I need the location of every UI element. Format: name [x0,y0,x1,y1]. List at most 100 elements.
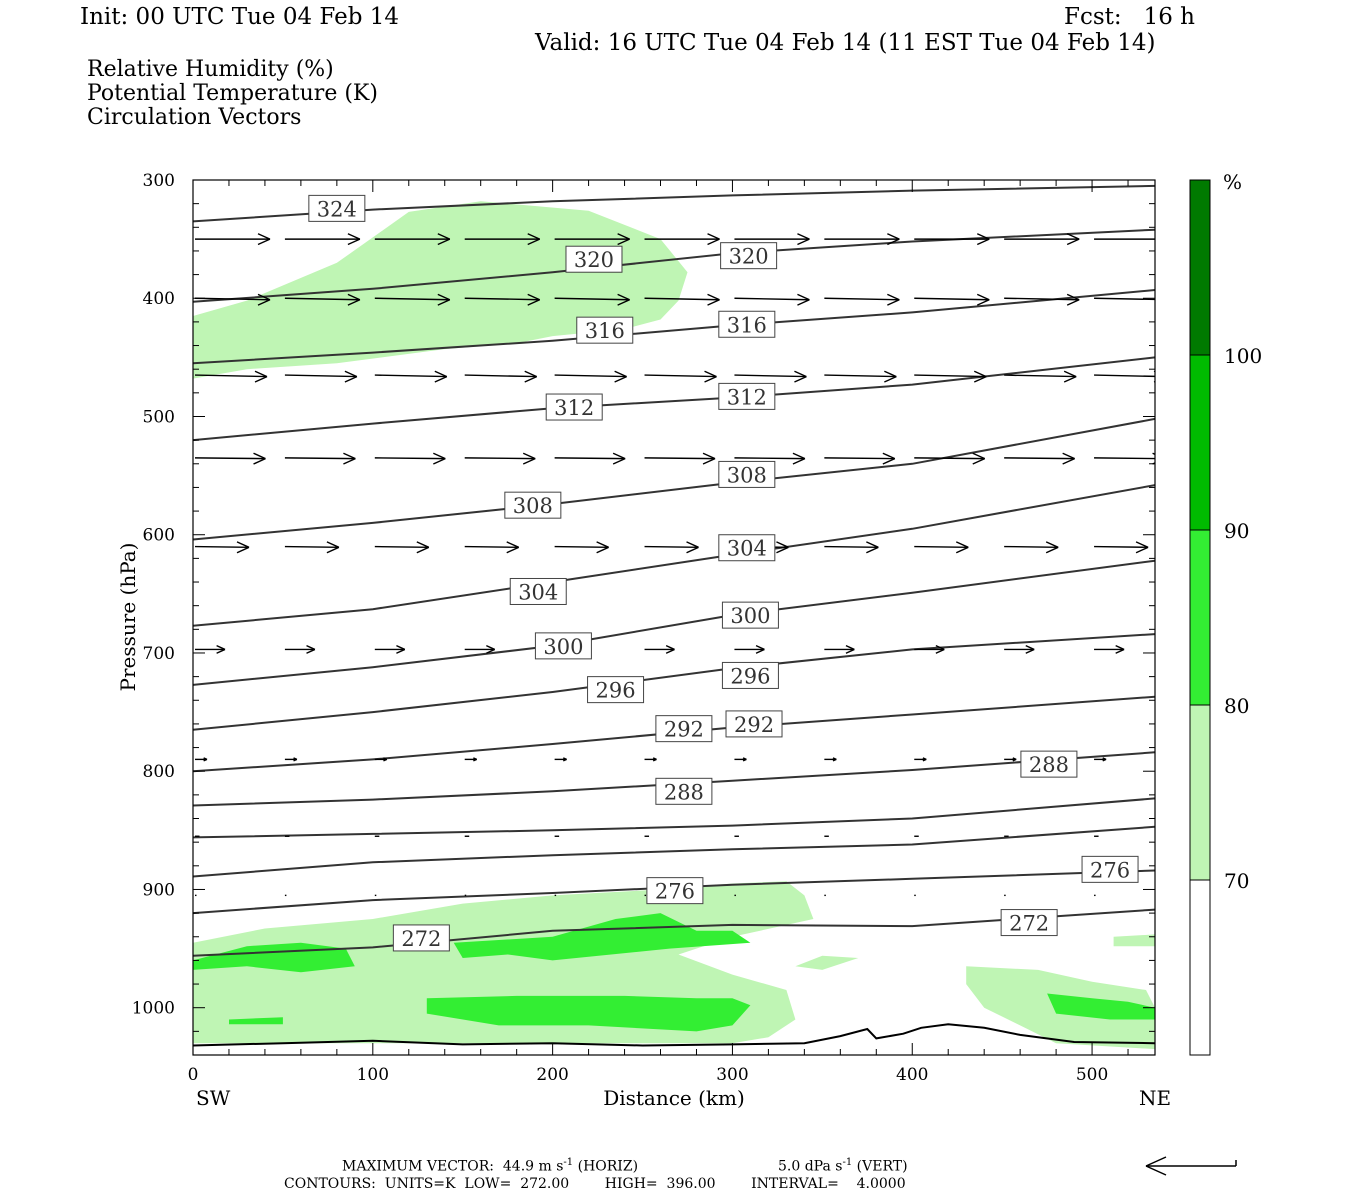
circulation-vector [1094,541,1149,554]
circulation-vector [734,757,747,762]
circulation-vector [1004,293,1080,306]
x-tick-label: 300 [716,1065,748,1085]
circulation-vector [194,370,268,383]
circulation-vector [554,757,567,762]
contour-label-box [655,777,713,805]
circulation-vector [195,757,208,762]
circulation-vector [914,452,986,465]
rh-region [229,1017,283,1025]
theta-contour [193,797,1155,839]
x-tick-label: 0 [188,1065,199,1085]
circulation-vector [1004,757,1017,762]
circulation-vector [194,452,266,465]
circulation-vector [464,452,536,465]
y-tick-label: 500 [143,407,175,427]
contour-label: 304 [518,580,558,604]
x-tick-label: 200 [536,1065,568,1085]
y-axis-label: Pressure (hPa) [116,543,140,692]
circulation-vector [374,293,451,306]
x-axis-label: Distance (km) [603,1086,745,1110]
circulation-vector [554,370,627,383]
circulation-vector [284,541,340,554]
y-tick-label: 400 [143,289,175,309]
contour-label: 312 [554,396,594,420]
contour-label: 288 [664,780,704,804]
contour-label: 300 [543,635,583,659]
circulation-vector [554,293,630,306]
circulation-vector [374,370,448,383]
circulation-vector [824,645,855,654]
contour-label-box [308,194,366,222]
circulation-vector [644,541,699,554]
circulation-vector [914,645,945,654]
rh-region [1113,934,1155,947]
contour-label: 296 [730,664,770,688]
y-tick-label: 800 [143,762,175,782]
theta-contour [193,825,1155,878]
circulation-vector [824,452,896,465]
plot-frame [192,179,1156,1056]
contour-label: 308 [513,494,553,518]
circulation-vector [1094,238,1155,240]
contour-label: 292 [664,718,704,742]
max-vector-vert: 5.0 dPa s-1 (VERT) [778,1157,908,1175]
terrain-line [193,1023,1155,1047]
circulation-vector [824,293,900,306]
circulation-vector [644,370,717,383]
circulation-vector [284,370,358,383]
circulation-vector [374,645,406,654]
rh-region [1047,993,1155,1020]
legend-theta: Potential Temperature (K) [87,81,378,106]
circulation-vector [734,233,810,246]
contour-label: 272 [401,927,441,951]
circulation-vector [1094,370,1155,383]
max-vector-info: MAXIMUM VECTOR: 44.9 m s-1 (HORIZ) [342,1157,639,1175]
contour-label: 272 [1009,912,1049,936]
y-tick-label: 700 [143,644,175,664]
colorbar-tick-label: 70 [1224,869,1249,893]
circulation-vector [824,757,837,762]
circulation-vector [824,370,897,383]
contour-label-box [504,491,562,519]
circulation-vector [1004,370,1077,383]
contour-label-box [718,534,776,562]
circulation-vector [374,233,451,246]
circulation-vector [464,645,496,654]
colorbar-unit: % [1223,170,1242,194]
contour-label-box [1020,750,1078,778]
circulation-vector [464,757,478,762]
circulation-vector [284,293,361,306]
contour-label-box [534,632,592,660]
circulation-vector [464,293,541,306]
circulation-vector [464,541,520,554]
theta-contour [193,908,1155,957]
contour-label-box [545,393,603,421]
contour-label: 324 [317,197,357,221]
circulation-vector [284,452,356,465]
x-tick-label: 500 [1076,1065,1108,1085]
circulation-vector [914,370,987,383]
theta-contour [193,751,1155,807]
contour-label: 288 [1029,753,1069,777]
contour-label-box [1000,909,1058,937]
colorbar-band [1190,355,1210,530]
circulation-vector [1004,452,1075,465]
rh-region [795,955,859,970]
circulation-vector [464,233,541,246]
circulation-vector [644,233,720,246]
exponent: -1 [563,1157,574,1168]
circulation-vector [734,645,765,654]
contour-label-box [565,245,623,273]
circulation-vector [554,541,609,554]
circulation-vector [374,757,388,762]
circulation-vector [464,370,538,383]
contour-label-box [721,601,779,629]
circulation-vector [1004,645,1035,654]
colorbar-tick-label: 90 [1224,519,1249,543]
valid-time: Valid: 16 UTC Tue 04 Feb 14 (11 EST Tue … [535,30,1156,56]
circulation-vector [1094,645,1125,654]
circulation-vector [195,233,271,246]
y-tick-label: 300 [143,171,175,191]
colorbar-tick-label: 100 [1224,344,1262,368]
